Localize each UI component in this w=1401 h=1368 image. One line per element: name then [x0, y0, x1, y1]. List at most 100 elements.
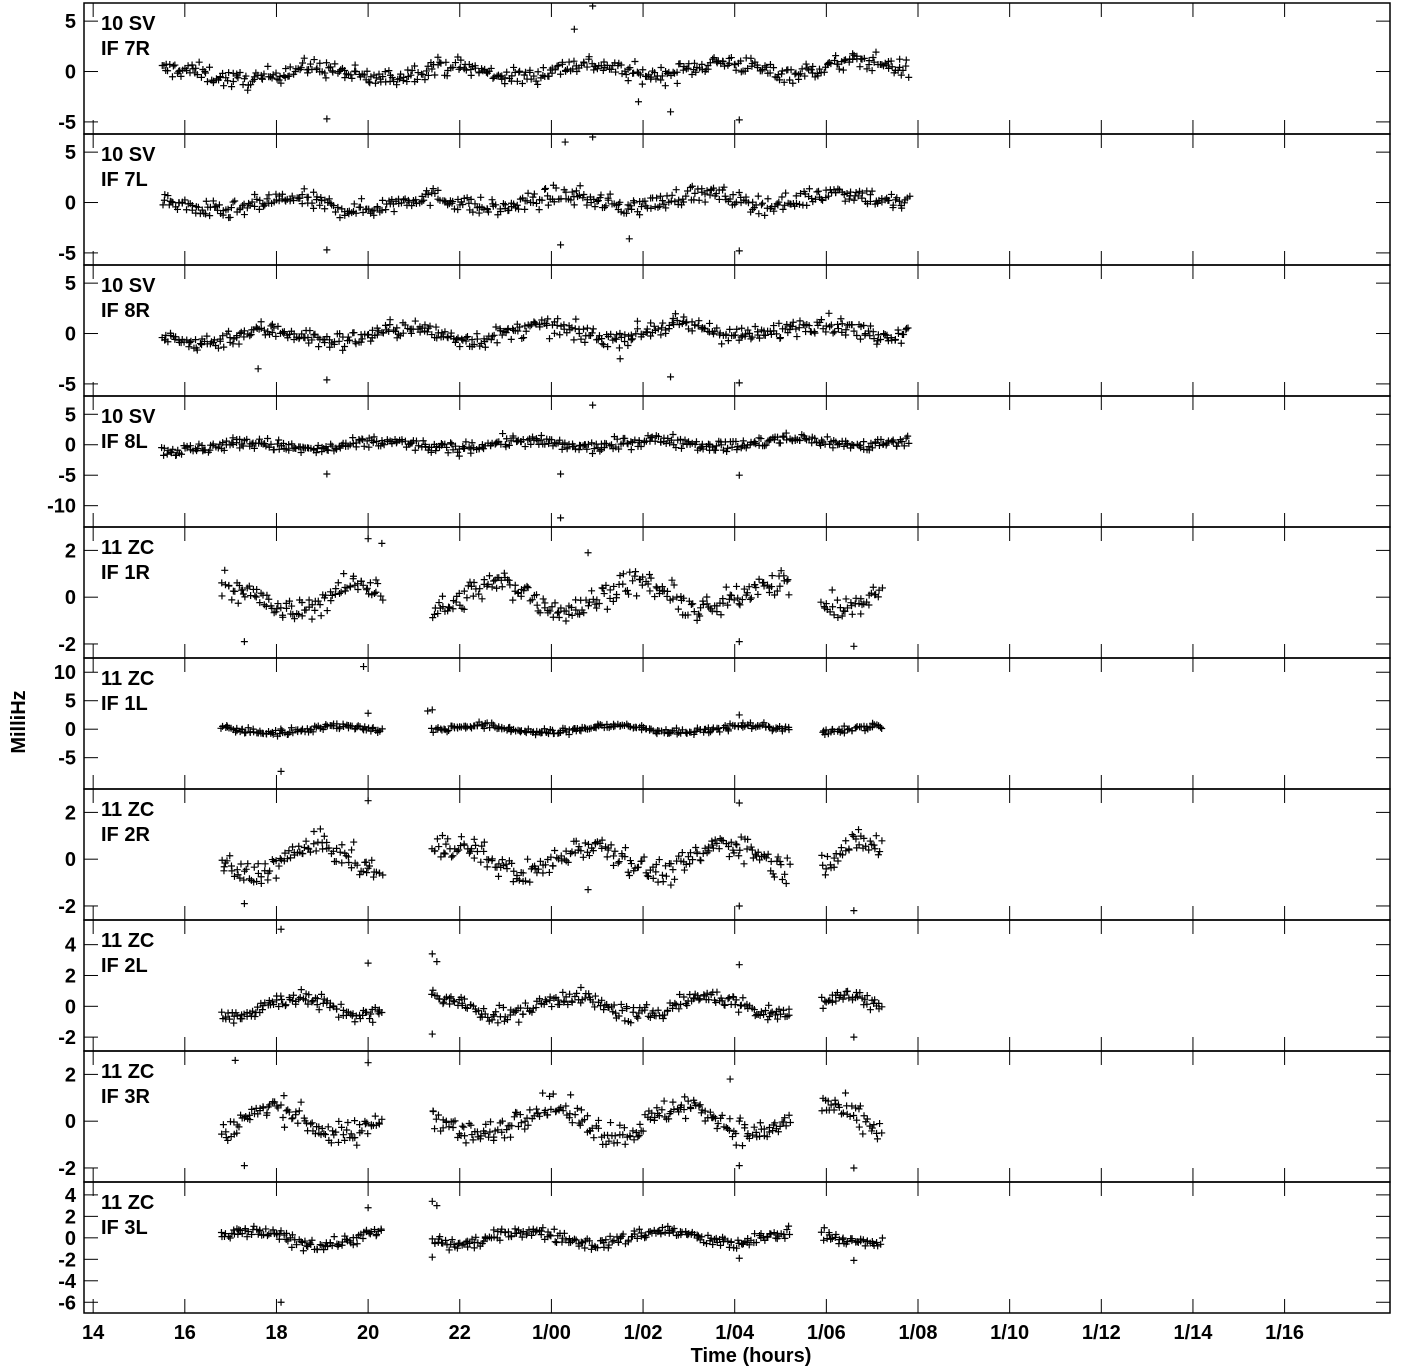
data-point: [285, 72, 293, 80]
data-point: [178, 450, 186, 458]
data-point: [561, 439, 569, 447]
data-point: [188, 206, 196, 214]
data-point: [543, 998, 551, 1006]
data-point: [754, 848, 762, 856]
data-point: [335, 337, 343, 345]
data-point: [624, 342, 632, 350]
data-point: [226, 1234, 234, 1242]
data-point: [336, 589, 344, 597]
data-point: [514, 589, 522, 597]
data-point: [521, 205, 529, 213]
data-point: [160, 451, 168, 459]
data-point: [607, 65, 615, 73]
data-point: [727, 838, 735, 846]
data-point: [340, 570, 348, 578]
data-point: [746, 595, 754, 603]
data-point: [711, 836, 719, 844]
data-point: [771, 591, 779, 599]
data-point: [662, 204, 670, 212]
data-point: [513, 201, 521, 209]
data-point: [616, 198, 624, 206]
data-point: [507, 1133, 515, 1141]
data-point: [731, 331, 739, 339]
data-point: [550, 198, 558, 206]
data-point: [583, 445, 591, 453]
data-point: [313, 445, 321, 453]
data-point: [584, 602, 592, 610]
data-point: [701, 844, 709, 852]
data-point: [750, 1006, 758, 1014]
y-tick-label: 0: [65, 62, 76, 84]
data-point: [749, 1131, 757, 1139]
data-point: [234, 599, 242, 607]
data-point: [228, 83, 236, 91]
data-point: [272, 69, 280, 77]
data-point: [854, 993, 862, 1001]
data-point: [550, 318, 558, 326]
data-point: [662, 326, 670, 334]
data-point: [684, 611, 692, 619]
data-point: [639, 66, 647, 74]
x-tick-label: 1/02: [624, 1322, 663, 1344]
data-point: [449, 605, 457, 613]
data-point: [451, 338, 459, 346]
data-point: [577, 984, 585, 992]
data-point: [454, 448, 462, 456]
data-point: [343, 1235, 351, 1243]
data-point: [418, 192, 426, 200]
data-point: [193, 346, 201, 354]
data-point: [487, 336, 495, 344]
data-point: [577, 1106, 585, 1114]
data-point: [562, 847, 570, 855]
data-point: [277, 856, 285, 864]
data-point: [619, 1230, 627, 1238]
data-point: [229, 198, 237, 206]
data-point: [445, 727, 453, 735]
data-point: [672, 186, 680, 194]
panel-frame: [83, 919, 1391, 1052]
data-point: [874, 331, 882, 339]
data-point: [869, 54, 877, 62]
data-point: [696, 1101, 704, 1109]
data-point: [470, 854, 478, 862]
data-point: [630, 199, 638, 207]
data-point: [562, 188, 570, 196]
data-point: [309, 728, 317, 736]
data-point: [721, 1001, 729, 1009]
data-point: [463, 333, 471, 341]
data-point: [840, 442, 848, 450]
data-point: [264, 876, 272, 884]
data-point: [275, 862, 283, 870]
data-point: [226, 852, 234, 860]
data-point: [615, 344, 623, 352]
data-point: [363, 1119, 371, 1127]
data-point: [617, 61, 625, 69]
data-point: [671, 999, 679, 1007]
data-point: [413, 75, 421, 83]
data-point: [311, 606, 319, 614]
data-point: [898, 438, 906, 446]
data-point: [588, 587, 596, 595]
data-point: [682, 192, 690, 200]
data-point: [181, 196, 189, 204]
data-point: [820, 68, 828, 76]
data-point: [562, 1102, 570, 1110]
data-point: [737, 833, 745, 841]
data-point: [888, 63, 896, 71]
data-point: [785, 723, 793, 731]
data-point: [656, 202, 664, 210]
data-point: [616, 329, 624, 337]
data-point: [702, 1240, 710, 1248]
data-point: [330, 1233, 338, 1241]
data-point: [393, 81, 401, 89]
data-point: [434, 1111, 442, 1119]
data-point: [513, 871, 521, 879]
data-point: [233, 724, 241, 732]
data-point: [188, 61, 196, 69]
data-point: [696, 995, 704, 1003]
data-point: [555, 613, 563, 621]
data-point: [756, 334, 764, 342]
data-point: [565, 58, 573, 66]
panel-frame: [83, 526, 1391, 659]
